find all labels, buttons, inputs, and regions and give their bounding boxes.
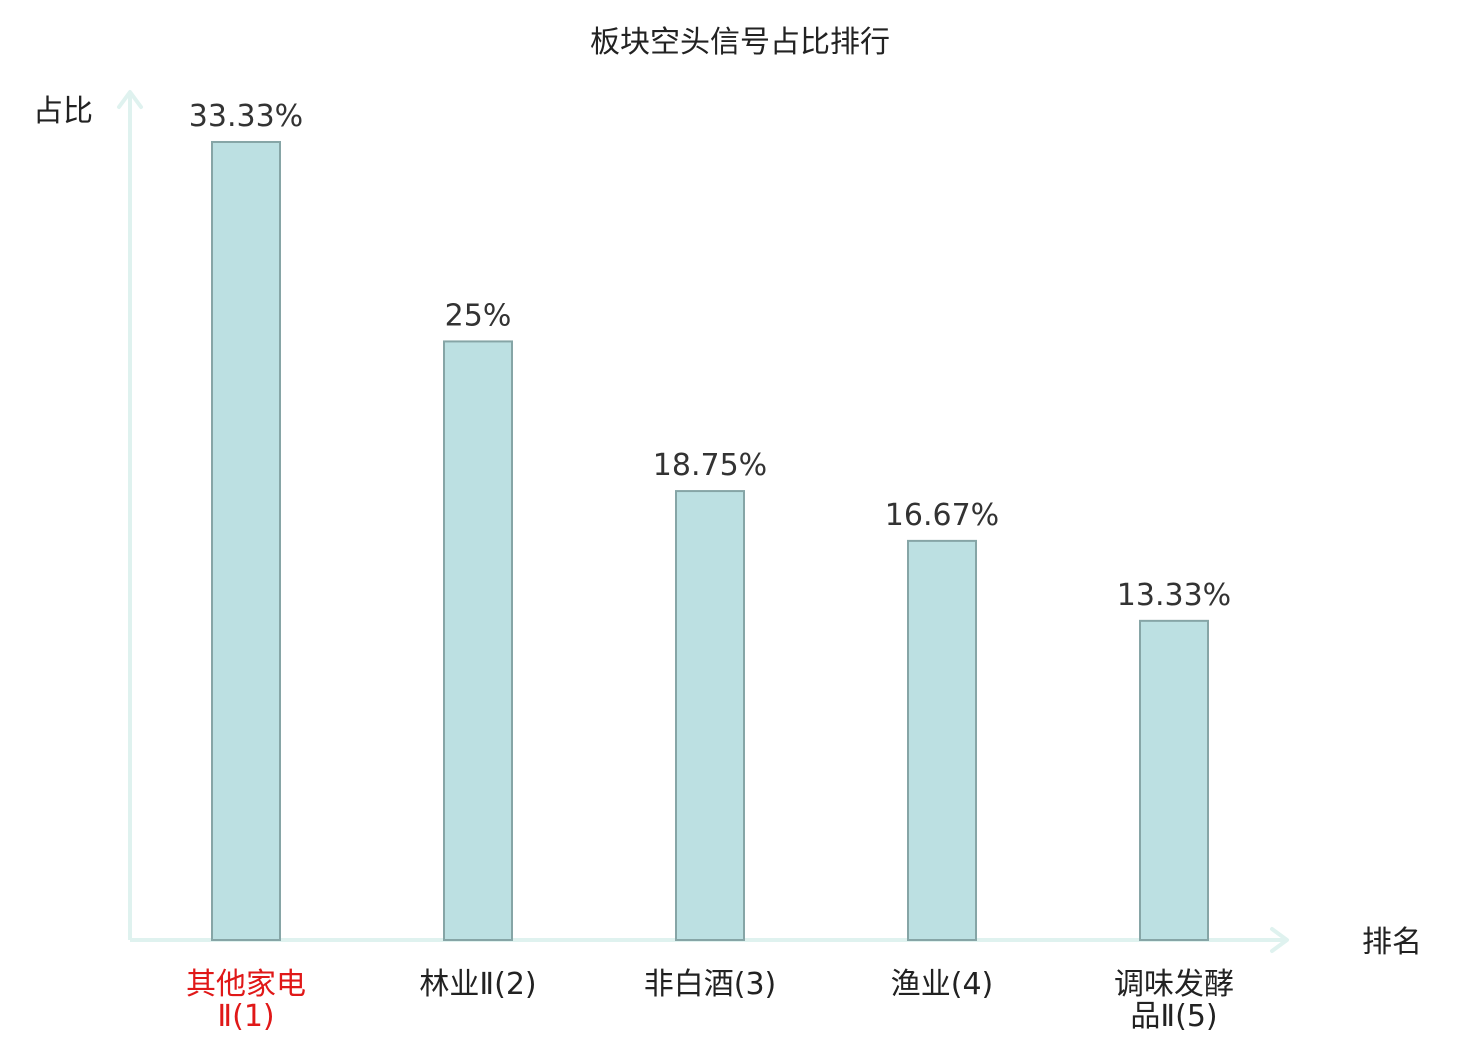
category-label-5-line-1: 调味发酵: [1114, 967, 1234, 1002]
bar-2: [443, 340, 513, 941]
value-labels-layer: 33.33% 25% 18.75% 16.67% 13.33%: [189, 99, 1231, 613]
value-label-2: 25%: [445, 298, 512, 333]
y-axis-label: 占比: [33, 94, 93, 129]
x-axis-arrow-icon: [1270, 927, 1289, 953]
chart-title: 板块空头信号占比排行: [590, 25, 890, 60]
bar-3: [675, 490, 745, 941]
value-label-3: 18.75%: [653, 448, 767, 483]
x-axis-label: 排名: [1362, 925, 1422, 960]
category-label-3: 非白酒(3): [644, 967, 777, 1002]
category-label-5-line-2: 品Ⅱ(5): [1130, 999, 1217, 1034]
bar-5: [1139, 619, 1209, 942]
bar-4: [907, 539, 977, 941]
y-axis: [117, 90, 143, 940]
category-label-4: 渔业(4): [891, 967, 994, 1002]
bar-1: [211, 140, 281, 942]
category-label-1-line-1: 其他家电: [186, 967, 306, 1002]
y-axis-arrow-icon: [117, 90, 143, 109]
value-label-4: 16.67%: [885, 498, 999, 533]
category-label-1-line-2: Ⅱ(1): [217, 999, 274, 1034]
bars-layer: [211, 140, 1209, 942]
value-label-5: 13.33%: [1117, 578, 1231, 613]
category-label-2: 林业Ⅱ(2): [419, 967, 536, 1002]
value-label-1: 33.33%: [189, 99, 303, 134]
